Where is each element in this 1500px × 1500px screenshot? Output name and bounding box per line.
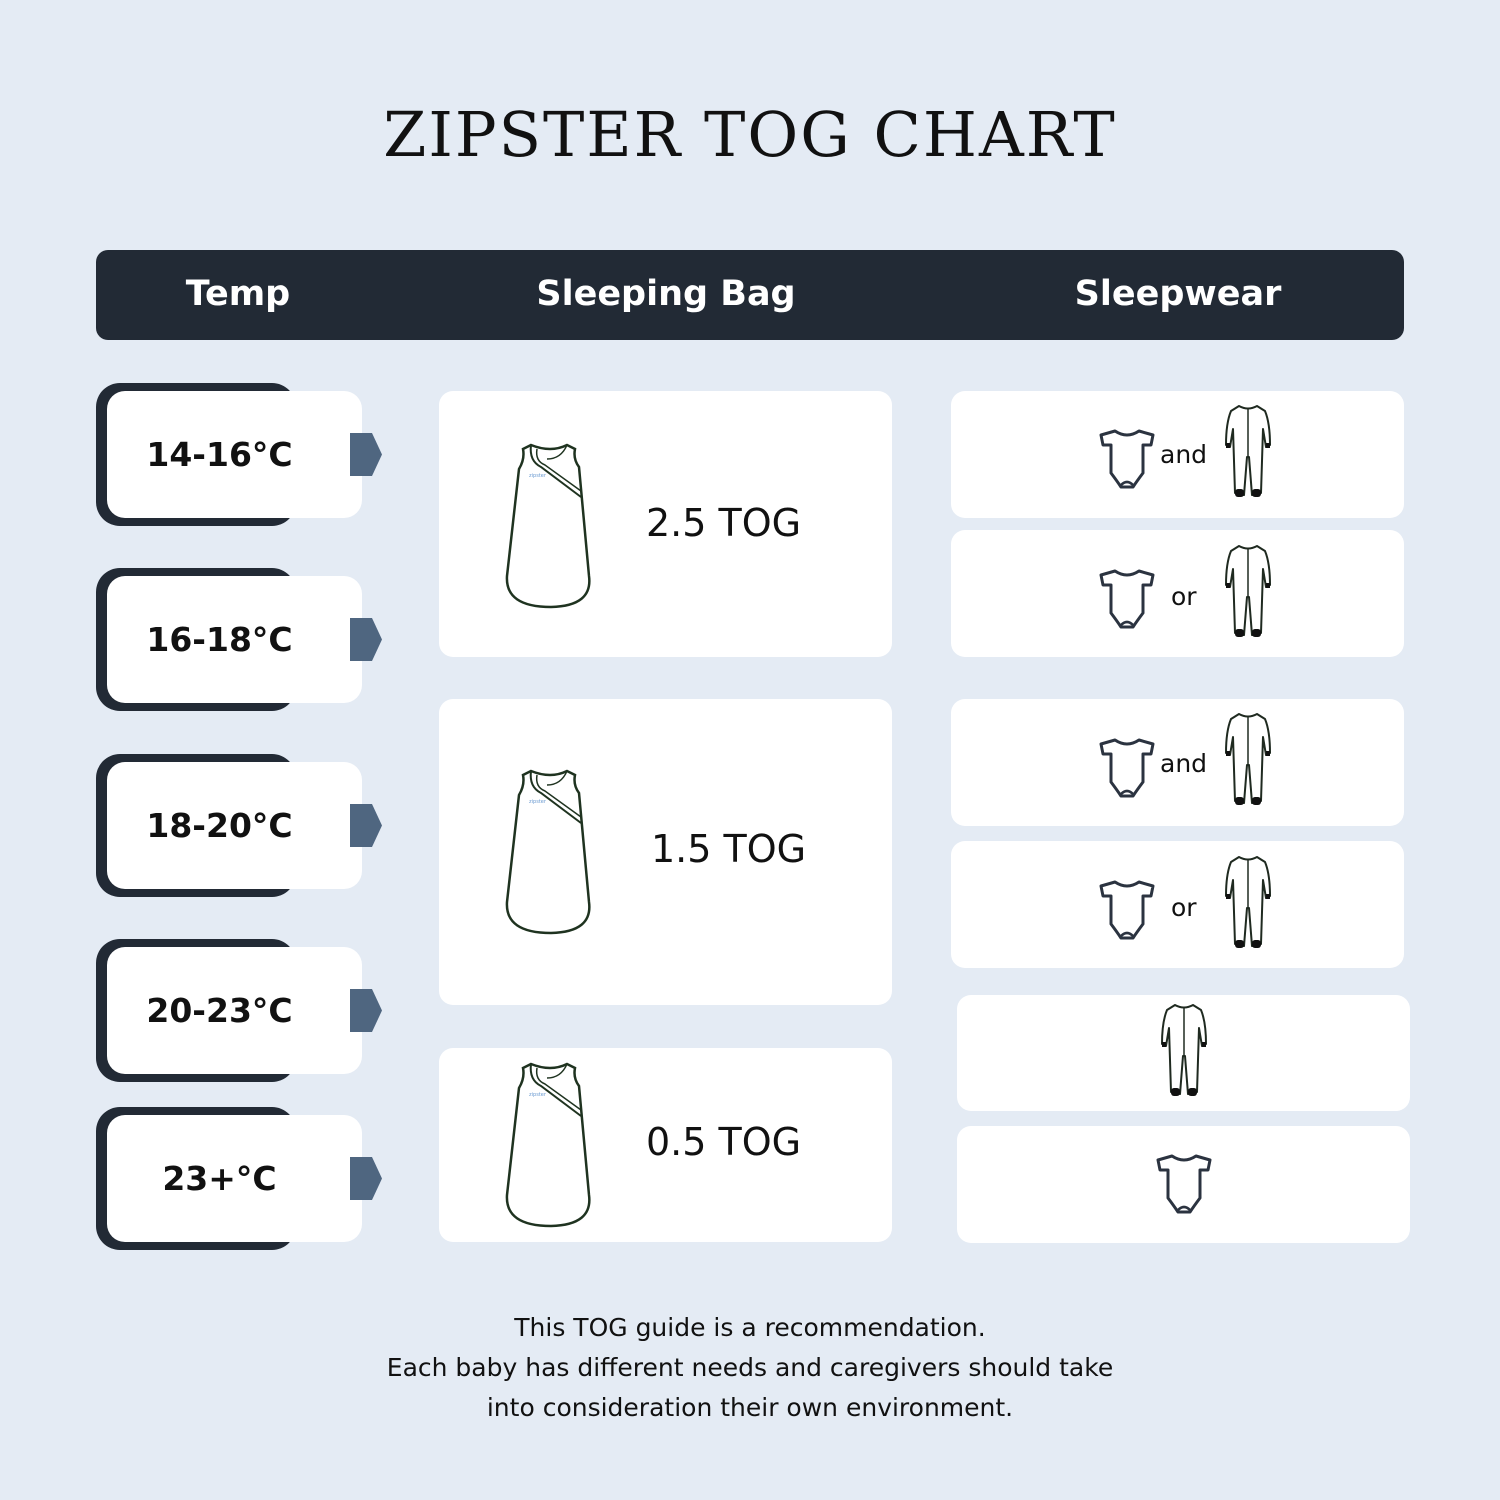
- sleepwear-card: or: [951, 841, 1404, 968]
- tog-value: 2.5 TOG: [646, 501, 802, 545]
- sleepsuit-icon: [1159, 1002, 1209, 1102]
- disclaimer: This TOG guide is a recommendation. Each…: [0, 1308, 1500, 1428]
- disclaimer-line: into consideration their own environment…: [486, 1393, 1014, 1422]
- sleepsuit-icon: [1223, 711, 1273, 811]
- sleepwear-card: and: [951, 391, 1404, 518]
- temp-label: 20-23°C: [107, 947, 362, 1074]
- bodysuit-icon: [1097, 427, 1157, 491]
- arrow-icon: [350, 1157, 382, 1200]
- temp-text: 18-20°C: [146, 806, 293, 845]
- sleeping-bag-icon: [501, 767, 601, 937]
- sleepsuit-icon: [1223, 403, 1273, 503]
- sleepwear-card: [957, 1126, 1410, 1243]
- arrow-icon: [350, 989, 382, 1032]
- temp-text: 23+°C: [162, 1159, 277, 1198]
- bag-card: 1.5 TOG: [439, 699, 892, 1005]
- sleepwear-card: [957, 995, 1410, 1111]
- sleepsuit-icon: [1223, 854, 1273, 954]
- connector-text: or: [1171, 582, 1197, 611]
- temp-text: 16-18°C: [146, 620, 293, 659]
- tog-value: 1.5 TOG: [651, 827, 807, 871]
- header-temp: Temp: [185, 274, 291, 314]
- sleeping-bag-icon: [501, 441, 601, 611]
- tog-value: 0.5 TOG: [646, 1120, 802, 1164]
- connector-text: and: [1160, 749, 1208, 778]
- bodysuit-icon: [1154, 1152, 1214, 1216]
- temp-label: 18-20°C: [107, 762, 362, 889]
- temp-text: 14-16°C: [146, 435, 293, 474]
- bag-card: 0.5 TOG: [439, 1048, 892, 1242]
- sleepsuit-icon: [1223, 543, 1273, 643]
- connector-text: and: [1160, 440, 1208, 469]
- sleepwear-card: or: [951, 530, 1404, 657]
- sleepwear-card: and: [951, 699, 1404, 826]
- bodysuit-icon: [1097, 567, 1157, 631]
- header-sleepwear: Sleepwear: [1074, 274, 1282, 314]
- connector-text: or: [1171, 893, 1197, 922]
- temp-text: 20-23°C: [146, 991, 293, 1030]
- bodysuit-icon: [1097, 878, 1157, 942]
- sleeping-bag-icon: [501, 1060, 601, 1230]
- arrow-icon: [350, 618, 382, 661]
- temp-label: 14-16°C: [107, 391, 362, 518]
- table-header: Temp Sleeping Bag Sleepwear: [96, 250, 1404, 340]
- arrow-icon: [350, 433, 382, 476]
- bodysuit-icon: [1097, 736, 1157, 800]
- page-title: ZIPSTER TOG CHART: [383, 98, 1117, 171]
- disclaimer-line: Each baby has different needs and caregi…: [386, 1353, 1114, 1382]
- bag-card: 2.5 TOG: [439, 391, 892, 657]
- disclaimer-line: This TOG guide is a recommendation.: [514, 1313, 986, 1342]
- temp-label: 16-18°C: [107, 576, 362, 703]
- header-sleeping-bag: Sleeping Bag: [536, 274, 796, 314]
- temp-label: 23+°C: [107, 1115, 362, 1242]
- arrow-icon: [350, 804, 382, 847]
